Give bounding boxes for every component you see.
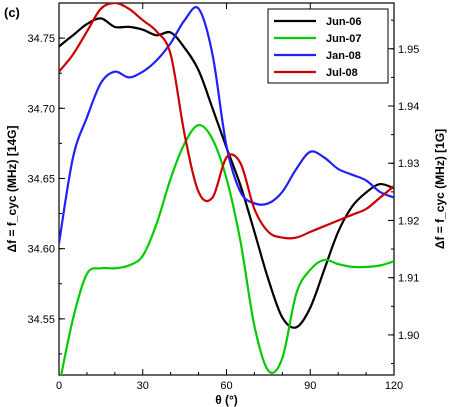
panel-label: (c) [4,5,20,20]
series-line-jun-07 [60,123,394,375]
y-right-tick-label: 1.94 [398,101,419,113]
x-tick-label: 90 [304,380,316,392]
legend-label-jun-06: Jun-06 [326,16,361,28]
legend-label-jul-08: Jul-08 [326,67,358,79]
x-axis-label: θ (°) [215,393,238,407]
y-left-axis-label: Δf = f_cyc (MHz) [14G] [5,126,19,253]
y-left-tick-label: 34.70 [27,103,55,115]
y-right-tick-label: 1.92 [398,215,419,227]
legend: Jun-06 Jun-07 Jan-08 Jul-08 [267,8,389,84]
x-tick-label: 0 [56,380,62,392]
series-line-jul-08 [59,3,394,240]
y-left-tick-label: 34.65 [27,173,55,185]
x-tick-label: 120 [385,380,403,392]
y-left-tick-label: 34.75 [27,33,55,45]
x-tick-label: 30 [137,380,149,392]
y-right-tick-label: 1.91 [398,273,419,285]
axes-layer: 0 30 60 90 120 34.55 34.60 34.65 34.70 34.75 1.90 1… [5,2,447,407]
y-right-axis-label: Δf = f_cyc (MHz) [1G] [433,129,447,249]
series-layer [59,3,394,375]
y-left-tick-label: 34.55 [27,314,55,326]
y-right-tick-label: 1.93 [398,158,419,170]
legend-label-jun-07: Jun-07 [326,33,361,45]
y-right-tick-label: 1.90 [398,330,419,342]
y-right-tick-label: 1.95 [398,44,419,56]
series-line-jan-08 [59,6,394,244]
x-tick-label: 60 [220,380,232,392]
y-left-tick-label: 34.60 [27,244,55,256]
legend-label-jan-08: Jan-08 [326,50,361,62]
